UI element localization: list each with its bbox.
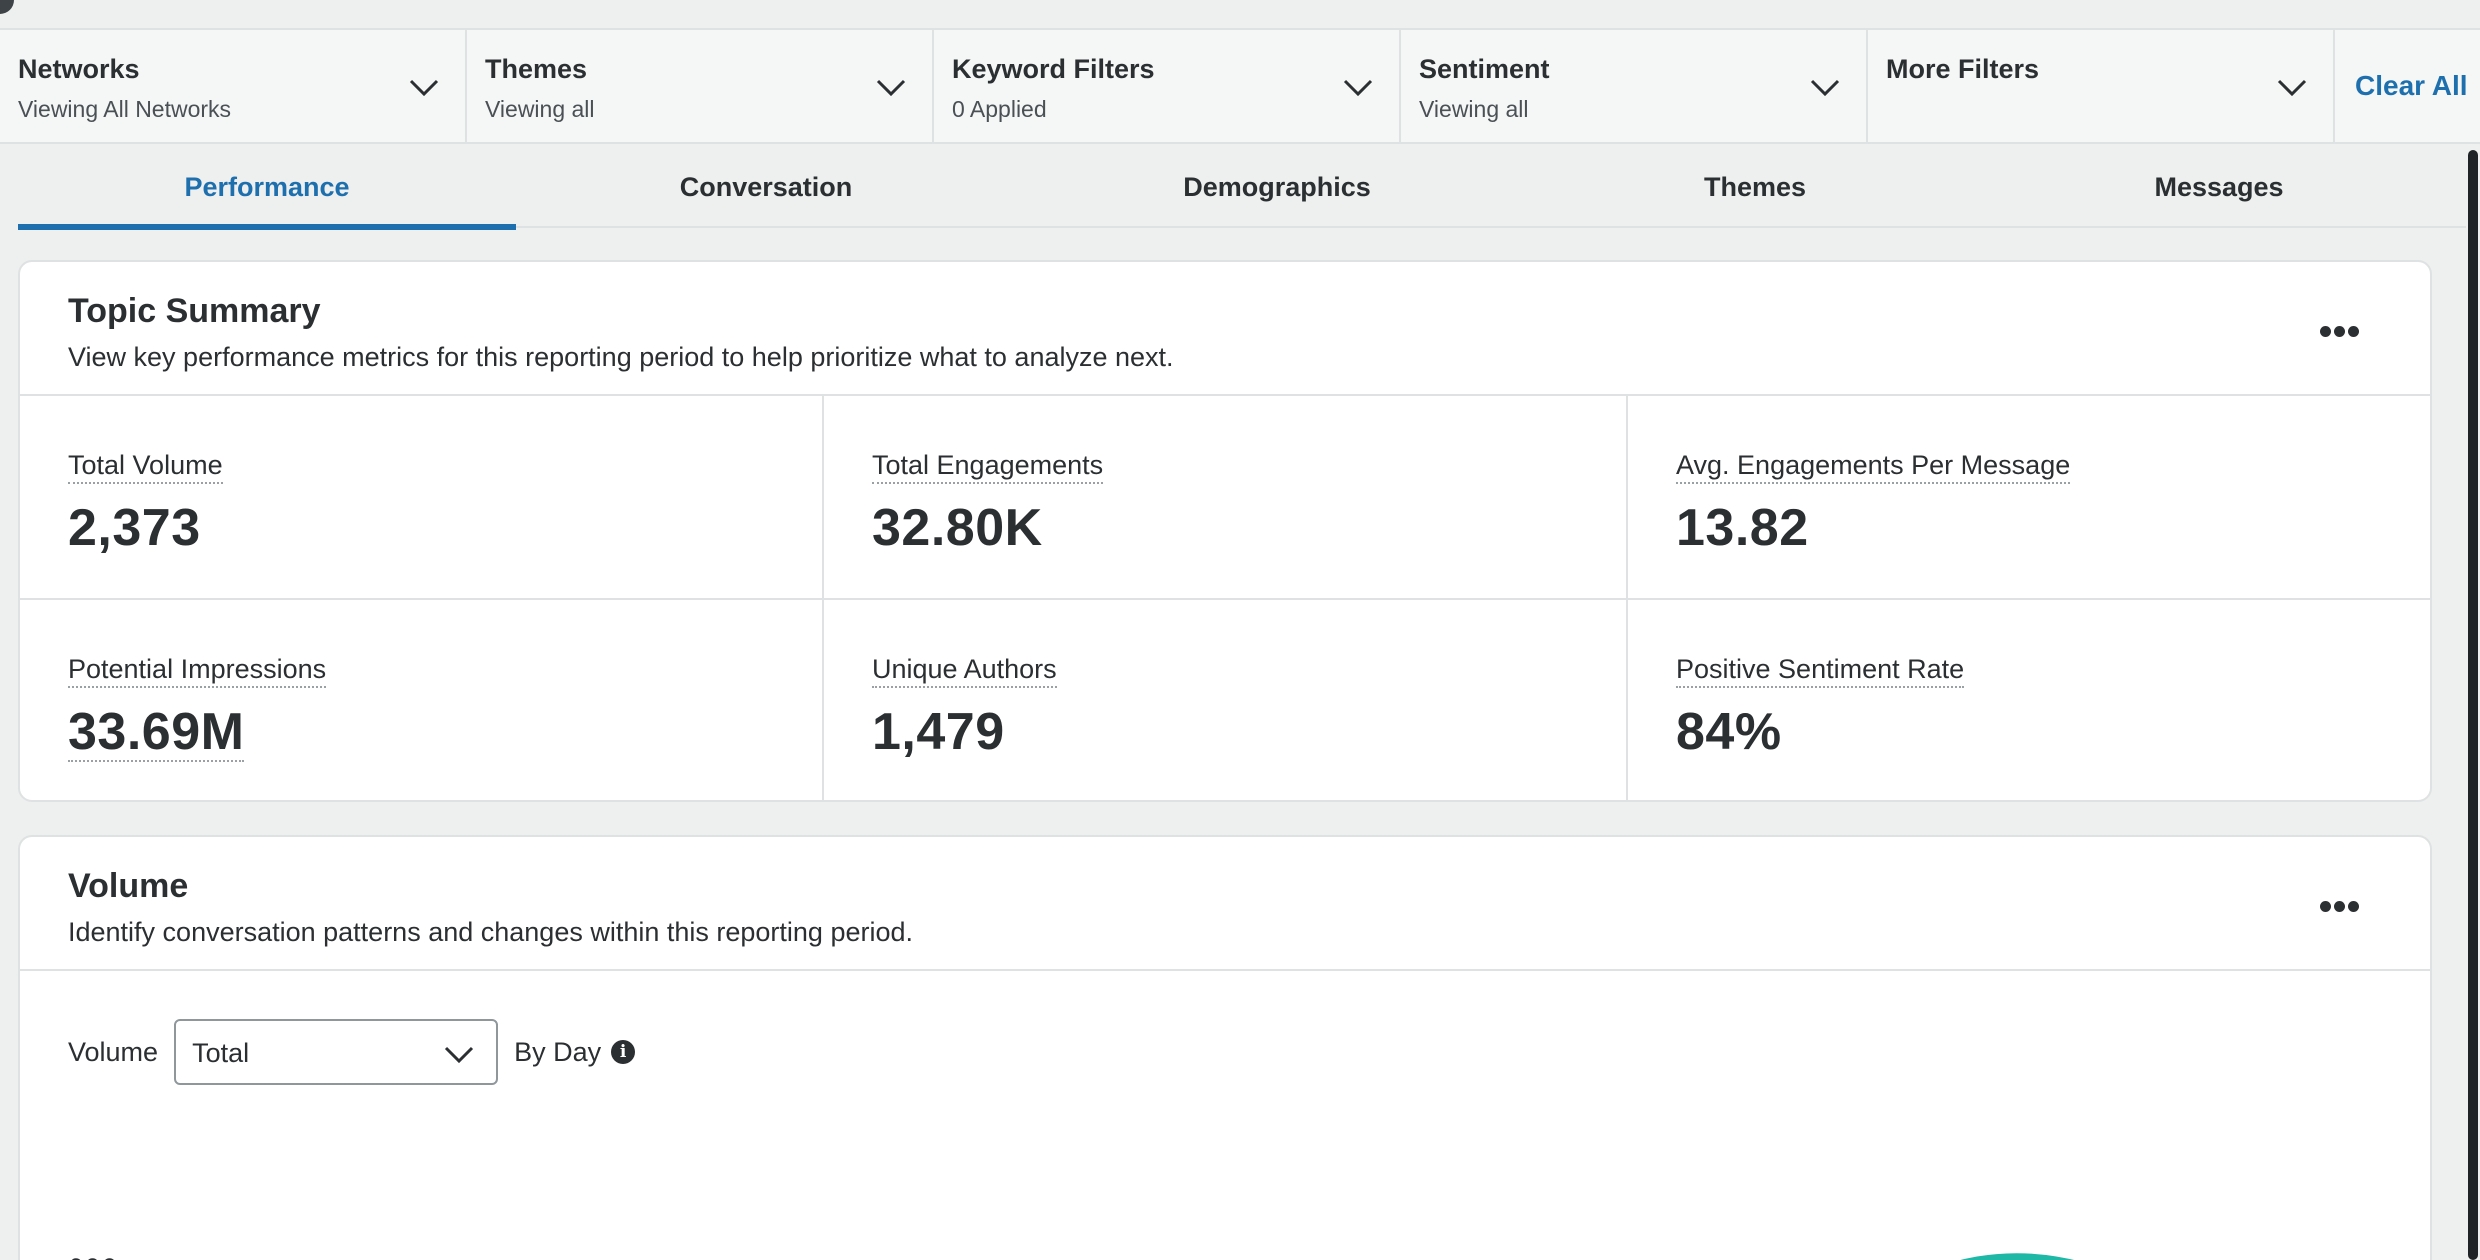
metric-value[interactable]: 33.69M: [68, 703, 245, 762]
metric-unique-authors: Unique Authors 1,479: [824, 600, 1627, 802]
card-header: Topic Summary View key performance metri…: [20, 262, 2430, 396]
volume-chart: 700600: [20, 1147, 2430, 1260]
keyword-filters-filter[interactable]: Keyword Filters 0 Applied: [934, 30, 1401, 142]
metric-label[interactable]: Total Engagements: [872, 450, 1104, 484]
chevron-down-icon: [2277, 79, 2307, 97]
metrics-grid: Total Volume 2,373 Total Engagements 32.…: [20, 396, 2430, 800]
metric-value: 2,373: [68, 499, 201, 557]
select-value: Total: [192, 1038, 250, 1068]
divider: [20, 598, 2430, 600]
info-icon[interactable]: i: [611, 1040, 636, 1064]
metric-value: 1,479: [872, 703, 1005, 761]
filter-title: Keyword Filters: [952, 54, 1155, 84]
report-tabs: Performance Conversation Demographics Th…: [18, 146, 2466, 230]
scrollbar-thumb[interactable]: [2468, 150, 2478, 1260]
tab-conversation[interactable]: Conversation: [679, 171, 853, 202]
filter-title: Themes: [485, 54, 588, 84]
metric-label[interactable]: Total Volume: [68, 450, 223, 484]
metric-label[interactable]: Unique Authors: [872, 654, 1057, 688]
topic-summary-card: Topic Summary View key performance metri…: [18, 260, 2432, 802]
metric-potential-impressions: Potential Impressions 33.69M: [20, 600, 823, 802]
metric-total-volume: Total Volume 2,373: [20, 396, 823, 598]
series-line: [1960, 1253, 2074, 1260]
volume-chart-svg: 700600: [68, 1253, 2074, 1260]
card-title: Topic Summary: [68, 292, 321, 330]
metric-avg-engagements: Avg. Engagements Per Message 13.82: [1628, 396, 2431, 598]
volume-label: Volume: [68, 1036, 159, 1067]
more-filters-filter[interactable]: More Filters: [1868, 30, 2335, 142]
metric-value: 84%: [1676, 703, 1782, 761]
filter-title: Networks: [18, 54, 140, 84]
filter-bar: Networks Viewing All Networks Themes Vie…: [0, 28, 2480, 144]
window-corner-dot: [0, 0, 14, 14]
volume-card: Volume Identify conversation patterns an…: [18, 835, 2432, 1260]
tab-performance[interactable]: Performance: [18, 146, 516, 230]
chevron-down-icon: [1810, 79, 1840, 97]
filter-title: More Filters: [1886, 54, 2040, 84]
metric-label[interactable]: Avg. Engagements Per Message: [1676, 450, 2071, 484]
y-tick-label: 600: [68, 1253, 119, 1260]
card-description: View key performance metrics for this re…: [68, 342, 1174, 372]
themes-filter[interactable]: Themes Viewing all: [467, 30, 934, 142]
clear-all-button[interactable]: Clear All: [2355, 70, 2468, 101]
chevron-down-icon: [1343, 79, 1373, 97]
tab-demographics[interactable]: Demographics: [1183, 171, 1371, 202]
tab-messages[interactable]: Messages: [2154, 171, 2284, 202]
card-title: Volume: [68, 867, 189, 905]
more-options-icon[interactable]: [2320, 901, 2360, 915]
card-description: Identify conversation patterns and chang…: [68, 917, 914, 947]
metric-value: 32.80K: [872, 499, 1043, 557]
filter-subtitle: Viewing all: [1419, 96, 1529, 122]
interval-label: By Day: [514, 1036, 602, 1067]
networks-filter[interactable]: Networks Viewing All Networks: [0, 30, 467, 142]
metric-total-engagements: Total Engagements 32.80K: [824, 396, 1627, 598]
filter-subtitle: Viewing all: [485, 96, 595, 122]
metric-positive-sentiment: Positive Sentiment Rate 84%: [1628, 600, 2431, 802]
filter-title: Sentiment: [1419, 54, 1550, 84]
filter-subtitle: 0 Applied: [952, 96, 1047, 122]
metric-value: 13.82: [1676, 499, 1809, 557]
card-header: Volume Identify conversation patterns an…: [20, 837, 2430, 971]
chevron-down-icon: [876, 79, 906, 97]
volume-controls: Volume Total By Day i: [68, 1019, 636, 1085]
sentiment-filter[interactable]: Sentiment Viewing all: [1401, 30, 1868, 142]
metric-label[interactable]: Potential Impressions: [68, 654, 327, 688]
volume-type-select[interactable]: Total: [174, 1019, 499, 1085]
chevron-down-icon: [445, 1046, 474, 1064]
more-options-icon[interactable]: [2320, 326, 2360, 340]
filter-subtitle: Viewing All Networks: [18, 96, 232, 122]
metric-label[interactable]: Positive Sentiment Rate: [1676, 654, 1965, 688]
tab-themes[interactable]: Themes: [1703, 171, 1807, 202]
chevron-down-icon: [409, 79, 439, 97]
